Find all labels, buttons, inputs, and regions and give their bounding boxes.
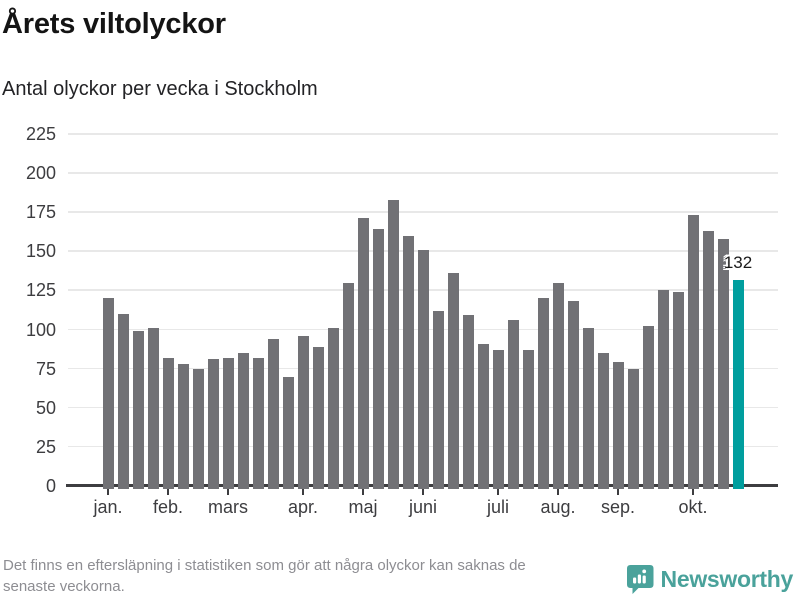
bar-week-22 [417,249,429,489]
y-tick-label-25: 25 [35,436,56,457]
newsworthy-logo-text: Newsworthy [660,566,794,592]
gridline-175 [68,211,778,213]
bar-week-35 [612,362,624,489]
x-tick-label-juni: juni [408,497,438,517]
bar-week-32 [567,301,579,489]
x-axis: jan. feb. mars apr. maj juni juli aug. sep. okt. [66,486,778,528]
x-tick-label-apr: apr. [287,497,319,517]
y-tick-label-0: 0 [45,476,56,496]
bar-week-41 [702,231,714,489]
newsworthy-logo: Newsworthy [626,565,794,594]
bar-week-21 [402,235,414,489]
bar-week-16 [327,328,339,489]
bar-week-3 [132,331,144,489]
bar-week-4 [147,328,159,489]
bar-week-37 [642,326,654,489]
bar-week-7 [192,368,204,489]
y-tick-label-75: 75 [35,358,56,379]
bar-week-20 [387,199,399,489]
x-tick-label-feb: feb. [152,497,184,517]
gridline-225 [68,133,778,135]
bar-week-2 [117,313,129,489]
x-tick-apr [302,488,304,495]
x-tick-sep [617,488,619,495]
bar-chart-plot-area: 132 [66,133,778,489]
bar-week-12 [267,338,279,489]
x-tick-maj [362,488,364,495]
bar-week-42 [717,238,729,489]
bar-week-14 [297,335,309,489]
bar-week-39 [672,292,684,489]
bar-week-23 [432,310,444,489]
x-tick-feb [167,488,169,495]
bar-week-24 [447,273,459,489]
highlight-bar-week-43 [732,279,744,489]
bar-week-19 [372,229,384,489]
bar-week-40 [687,215,699,489]
bar-week-26 [477,343,489,489]
x-tick-juli [497,488,499,495]
x-tick-label-mars: mars [208,497,248,517]
bar-week-6 [177,363,189,489]
bar-week-5 [162,357,174,489]
bar-week-27 [492,349,504,489]
bar-week-28 [507,320,519,489]
y-tick-label-175: 175 [25,202,56,223]
bar-week-31 [552,282,564,489]
bar-week-29 [522,349,534,489]
bar-week-10 [237,353,249,489]
y-tick-label-100: 100 [25,319,56,340]
y-tick-label-150: 150 [25,241,56,262]
y-tick-label-225: 225 [25,124,56,144]
bar-week-25 [462,315,474,489]
chart-subtitle: Antal olyckor per vecka i Stockholm [2,78,318,100]
footnote-line-1: Det finns en eftersläpning i statistiken… [3,557,526,574]
bar-week-15 [312,346,324,489]
bar-week-38 [657,290,669,489]
x-tick-aug [557,488,559,495]
bar-week-13 [282,376,294,489]
x-tick-label-sep: sep. [600,497,636,517]
bar-week-18 [357,218,369,489]
x-tick-mars [227,488,229,495]
newsworthy-logo-icon [626,565,654,594]
footnote-line-2: senaste veckorna. [3,577,125,595]
chart-title: Årets viltolyckor [2,8,226,40]
y-tick-label-200: 200 [25,163,56,184]
x-tick-label-maj: maj [348,497,378,517]
y-tick-label-125: 125 [25,280,56,301]
bar-week-17 [342,282,354,489]
gridline-200 [68,172,778,174]
bar-week-33 [582,328,594,489]
y-axis-labels: 0 25 50 75 100 125 150 175 200 225 [0,124,56,496]
x-tick-juni [422,488,424,495]
footnote: Det finns en eftersläpning i statistiken… [3,556,526,597]
bar-week-30 [537,298,549,489]
y-tick-label-50: 50 [35,397,56,418]
x-tick-okt [692,488,694,495]
x-tick-label-okt: okt. [678,497,708,517]
bar-week-9 [222,357,234,489]
bar-week-11 [252,357,264,489]
x-tick-label-jan: jan. [93,497,123,517]
bar-week-36 [627,368,639,489]
highlight-value-label: 132 [723,253,753,273]
x-tick-label-juli: juli [486,497,510,517]
bar-week-8 [207,359,219,489]
bar-week-34 [597,353,609,489]
x-tick-label-aug: aug. [540,497,576,517]
bar-week-1 [102,298,114,489]
x-tick-jan [107,488,109,495]
